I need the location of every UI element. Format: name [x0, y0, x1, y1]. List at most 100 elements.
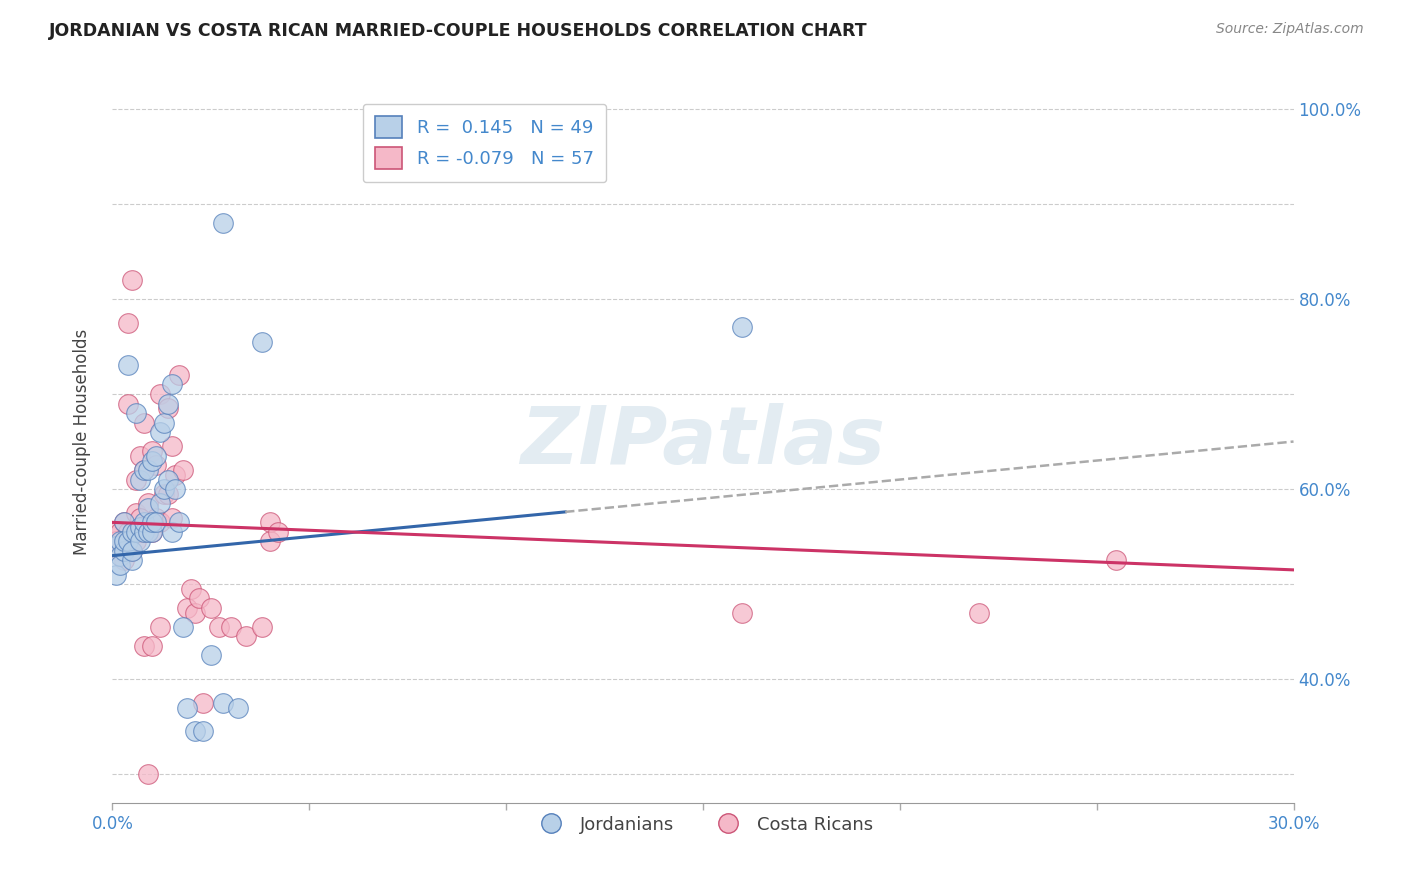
Point: [105, 539, 128, 553]
Point: [145, 449, 167, 463]
Point: [191, 724, 214, 739]
Point: [125, 524, 148, 539]
Point: [141, 444, 163, 458]
Point: [136, 463, 159, 477]
Point: [110, 524, 132, 539]
Point: [172, 463, 194, 477]
Point: [121, 524, 143, 539]
Point: [132, 524, 155, 539]
Point: [129, 510, 152, 524]
Point: [211, 696, 233, 710]
Y-axis label: Married-couple Households: Married-couple Households: [73, 328, 91, 555]
Point: [149, 620, 172, 634]
Point: [110, 558, 132, 573]
Text: JORDANIAN VS COSTA RICAN MARRIED-COUPLE HOUSEHOLDS CORRELATION CHART: JORDANIAN VS COSTA RICAN MARRIED-COUPLE …: [49, 22, 868, 40]
Point: [250, 334, 273, 349]
Point: [191, 696, 214, 710]
Point: [172, 620, 194, 634]
Point: [112, 534, 135, 549]
Point: [136, 524, 159, 539]
Point: [141, 524, 163, 539]
Point: [125, 473, 148, 487]
Point: [165, 467, 187, 482]
Point: [152, 487, 174, 501]
Point: [117, 316, 139, 330]
Point: [219, 620, 242, 634]
Point: [208, 620, 231, 634]
Point: [132, 463, 155, 477]
Point: [117, 359, 139, 373]
Point: [129, 473, 152, 487]
Point: [188, 591, 211, 606]
Point: [112, 553, 135, 567]
Point: [152, 482, 174, 496]
Point: [259, 534, 281, 549]
Point: [152, 416, 174, 430]
Point: [136, 767, 159, 781]
Point: [184, 724, 207, 739]
Text: Source: ZipAtlas.com: Source: ZipAtlas.com: [1216, 22, 1364, 37]
Point: [169, 516, 191, 530]
Point: [112, 516, 135, 530]
Point: [132, 416, 155, 430]
Point: [731, 606, 754, 620]
Point: [129, 524, 152, 539]
Point: [121, 553, 143, 567]
Point: [117, 396, 139, 410]
Point: [149, 496, 172, 510]
Point: [267, 524, 290, 539]
Point: [235, 629, 257, 643]
Point: [160, 524, 183, 539]
Point: [731, 320, 754, 334]
Point: [132, 516, 155, 530]
Text: ZIPatlas: ZIPatlas: [520, 402, 886, 481]
Point: [228, 700, 250, 714]
Point: [160, 439, 183, 453]
Point: [129, 520, 152, 534]
Point: [200, 648, 222, 663]
Point: [105, 567, 128, 582]
Point: [141, 453, 163, 467]
Point: [184, 606, 207, 620]
Point: [125, 406, 148, 420]
Point: [211, 216, 233, 230]
Point: [132, 463, 155, 477]
Point: [136, 524, 159, 539]
Point: [149, 516, 172, 530]
Point: [176, 700, 198, 714]
Point: [145, 516, 167, 530]
Point: [110, 534, 132, 549]
Point: [121, 273, 143, 287]
Point: [141, 524, 163, 539]
Point: [121, 544, 143, 558]
Point: [105, 534, 128, 549]
Point: [141, 516, 163, 530]
Point: [145, 458, 167, 473]
Point: [967, 606, 990, 620]
Point: [165, 482, 187, 496]
Point: [129, 449, 152, 463]
Point: [149, 387, 172, 401]
Point: [110, 544, 132, 558]
Point: [129, 534, 152, 549]
Point: [156, 396, 179, 410]
Point: [250, 620, 273, 634]
Point: [149, 425, 172, 439]
Point: [105, 524, 128, 539]
Point: [145, 510, 167, 524]
Point: [136, 496, 159, 510]
Point: [132, 524, 155, 539]
Point: [176, 601, 198, 615]
Point: [132, 639, 155, 653]
Point: [136, 501, 159, 516]
Point: [110, 549, 132, 563]
Point: [112, 544, 135, 558]
Point: [125, 506, 148, 520]
Point: [141, 639, 163, 653]
Point: [156, 401, 179, 416]
Legend: Jordanians, Costa Ricans: Jordanians, Costa Ricans: [526, 808, 880, 841]
Point: [160, 377, 183, 392]
Point: [156, 487, 179, 501]
Point: [259, 516, 281, 530]
Point: [112, 516, 135, 530]
